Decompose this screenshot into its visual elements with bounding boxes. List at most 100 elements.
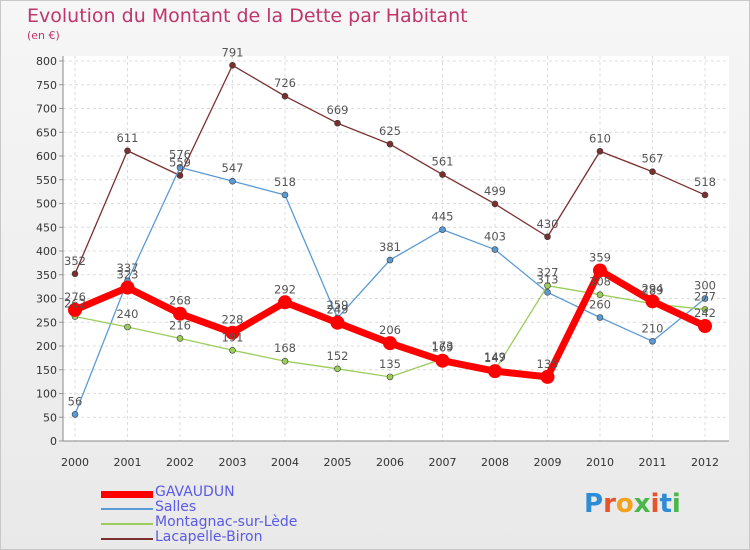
data-label: 499 <box>484 184 506 198</box>
data-point <box>176 164 184 171</box>
legend-swatch <box>101 508 153 510</box>
y-tick-label: 150 <box>36 364 57 377</box>
data-label: 259 <box>327 298 349 312</box>
y-tick-label: 0 <box>50 435 57 448</box>
data-label: 381 <box>379 240 401 254</box>
data-label: 210 <box>642 321 664 335</box>
plot-area <box>63 56 729 441</box>
data-label: 228 <box>222 313 244 327</box>
data-point <box>701 191 709 199</box>
data-label: 276 <box>64 290 86 304</box>
data-label: 611 <box>117 131 139 145</box>
data-label: 149 <box>484 350 506 364</box>
data-label: 430 <box>537 217 559 231</box>
data-point <box>439 226 446 233</box>
data-label: 726 <box>274 76 296 90</box>
data-point <box>229 177 236 185</box>
y-tick-label: 750 <box>36 79 57 92</box>
data-point <box>124 147 131 155</box>
data-label: 268 <box>169 294 191 308</box>
x-tick-label: 2001 <box>114 456 142 469</box>
legend-swatch <box>101 490 153 498</box>
data-point <box>435 353 450 368</box>
data-label: 135 <box>379 357 401 371</box>
x-tick-label: 2009 <box>534 456 562 469</box>
data-label: 262 <box>64 297 86 311</box>
data-point <box>281 191 289 199</box>
y-tick-label: 300 <box>36 293 57 306</box>
data-label: 669 <box>327 103 349 117</box>
data-label: 249 <box>327 303 349 317</box>
x-tick-label: 2004 <box>271 456 299 469</box>
x-tick-label: 2010 <box>586 456 614 469</box>
data-label: 168 <box>274 341 296 355</box>
data-label: 173 <box>432 339 454 353</box>
y-tick-label: 600 <box>36 150 57 163</box>
data-label: 576 <box>169 147 191 161</box>
legend-swatch <box>101 523 153 525</box>
y-tick-label: 50 <box>43 411 57 424</box>
x-tick-label: 2011 <box>639 456 667 469</box>
data-label: 260 <box>589 298 611 312</box>
data-point <box>225 325 240 340</box>
data-point <box>176 335 184 342</box>
data-point <box>649 168 656 175</box>
data-point <box>596 291 604 299</box>
data-point <box>120 280 135 295</box>
y-tick-label: 350 <box>36 269 57 282</box>
data-label: 206 <box>379 323 401 337</box>
y-tick-label: 500 <box>36 198 57 211</box>
data-point <box>173 306 187 321</box>
y-tick-label: 550 <box>36 174 57 187</box>
data-point <box>334 119 341 127</box>
y-tick-label: 650 <box>36 126 57 139</box>
data-point <box>593 263 607 278</box>
data-point <box>596 147 604 155</box>
data-point <box>439 171 446 178</box>
x-tick-label: 2002 <box>166 456 194 469</box>
data-point <box>645 294 660 309</box>
data-label: 289 <box>642 284 664 298</box>
y-tick-label: 250 <box>36 316 57 329</box>
data-label: 292 <box>274 282 296 296</box>
data-label: 169 <box>432 341 454 355</box>
data-label: 559 <box>169 155 191 169</box>
data-label: 277 <box>694 289 716 303</box>
legend-swatch <box>101 538 153 540</box>
data-label: 610 <box>589 131 611 145</box>
data-point <box>386 256 394 264</box>
legend-label: Lacapelle-Biron <box>155 529 263 545</box>
data-label: 625 <box>379 124 401 138</box>
data-label: 147 <box>484 351 506 365</box>
data-point <box>491 246 499 253</box>
data-label: 403 <box>484 230 506 244</box>
proxiti-logo: Proxiti <box>584 489 681 519</box>
legend-label: Salles <box>155 499 197 515</box>
data-label: 300 <box>694 279 716 293</box>
data-label: 56 <box>68 394 83 408</box>
chart-subtitle: (en €) <box>27 29 60 42</box>
chart-title: Evolution du Montant de la Dette par Hab… <box>27 5 468 27</box>
data-point <box>229 346 236 354</box>
data-point <box>124 323 131 331</box>
x-tick-label: 2008 <box>481 456 509 469</box>
data-point <box>386 373 394 381</box>
data-label: 191 <box>222 330 244 344</box>
data-label: 323 <box>117 268 139 282</box>
data-point <box>334 365 341 373</box>
x-tick-label: 2000 <box>61 456 89 469</box>
data-point <box>540 369 555 384</box>
data-label: 135 <box>537 357 559 371</box>
data-point <box>71 411 79 418</box>
data-label: 791 <box>222 45 244 59</box>
x-tick-label: 2006 <box>376 456 404 469</box>
data-label: 518 <box>274 175 296 189</box>
data-label: 313 <box>537 272 559 286</box>
data-point <box>596 314 604 321</box>
data-point <box>176 172 184 179</box>
data-label: 294 <box>642 281 664 295</box>
y-tick-label: 400 <box>36 245 57 258</box>
logo-letter: i <box>650 489 660 519</box>
data-label: 445 <box>432 210 454 224</box>
